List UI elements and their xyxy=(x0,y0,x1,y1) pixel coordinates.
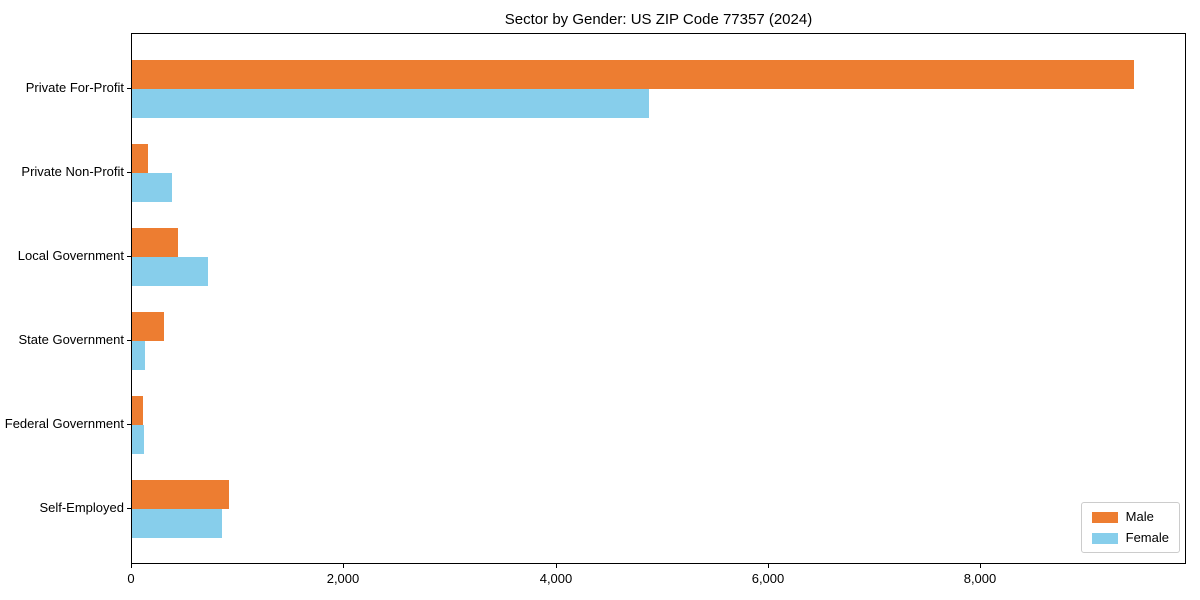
y-tick-mark-0 xyxy=(127,88,131,89)
y-tick-label-3: State Government xyxy=(18,332,125,347)
legend: Male Female xyxy=(1080,502,1180,553)
x-tick-mark-4 xyxy=(980,564,981,568)
x-tick-label-0: 0 xyxy=(127,571,135,586)
y-tick-mark-5 xyxy=(127,508,131,509)
bar-female-4 xyxy=(132,425,144,454)
bar-female-3 xyxy=(132,341,145,370)
chart-title: Sector by Gender: US ZIP Code 77357 (202… xyxy=(504,11,813,28)
y-tick-label-4: Federal Government xyxy=(4,416,124,431)
x-tick-mark-3 xyxy=(768,564,769,568)
legend-swatch-male-icon xyxy=(1091,511,1118,523)
x-tick-mark-0 xyxy=(131,564,132,568)
y-tick-mark-3 xyxy=(127,340,131,341)
x-tick-label-2: 4,000 xyxy=(539,571,573,586)
y-tick-mark-4 xyxy=(127,424,131,425)
y-tick-label-2: Local Government xyxy=(17,248,124,263)
bar-female-1 xyxy=(132,173,172,202)
legend-swatch-female-icon xyxy=(1091,532,1118,544)
y-tick-mark-2 xyxy=(127,256,131,257)
bar-male-0 xyxy=(132,60,1134,89)
bar-male-4 xyxy=(132,396,143,425)
bar-male-3 xyxy=(132,312,164,341)
x-tick-label-3: 6,000 xyxy=(751,571,785,586)
legend-label-female: Female xyxy=(1125,530,1169,545)
y-tick-label-1: Private Non-Profit xyxy=(21,164,124,179)
y-tick-mark-1 xyxy=(127,172,131,173)
bar-female-5 xyxy=(132,509,222,538)
bar-male-1 xyxy=(132,144,148,173)
bar-male-2 xyxy=(132,228,178,257)
legend-entry-female: Female xyxy=(1091,530,1169,545)
bar-female-2 xyxy=(132,257,208,286)
bar-female-0 xyxy=(132,89,649,118)
y-tick-label-5: Self-Employed xyxy=(39,500,124,515)
x-tick-label-1: 2,000 xyxy=(326,571,360,586)
legend-label-male: Male xyxy=(1125,509,1154,524)
x-tick-mark-1 xyxy=(343,564,344,568)
x-tick-label-4: 8,000 xyxy=(963,571,997,586)
x-tick-mark-2 xyxy=(556,564,557,568)
y-tick-label-0: Private For-Profit xyxy=(25,80,124,95)
legend-entry-male: Male xyxy=(1091,509,1169,524)
bar-male-5 xyxy=(132,480,229,509)
plot-area: Male Female xyxy=(131,33,1186,564)
